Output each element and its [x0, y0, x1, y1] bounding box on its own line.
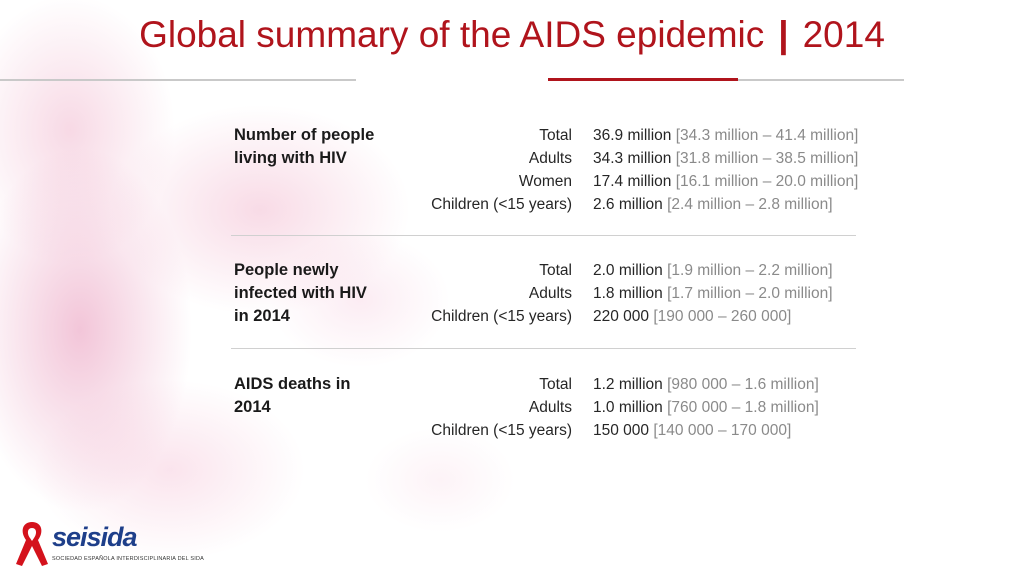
row-value: 150 000 [140 000 – 170 000]	[593, 419, 791, 442]
value-range: [1.9 million – 2.2 million]	[667, 262, 833, 279]
section-newly-infected: People newly infected with HIV in 2014 T…	[234, 259, 874, 339]
value-range: [16.1 million – 20.0 million]	[675, 173, 859, 190]
row-label: Children (<15 years)	[431, 196, 572, 213]
watercolor-background	[0, 0, 520, 576]
section-divider	[231, 348, 856, 349]
value-number: 17.4 million	[593, 173, 672, 190]
value-number: 1.8 million	[593, 285, 663, 302]
logo-name: seisida	[52, 522, 138, 552]
section-divider	[231, 235, 856, 236]
section-aids-deaths: AIDS deaths in 2014 Total 1.2 million [9…	[234, 373, 874, 453]
value-range: [31.8 million – 38.5 million]	[675, 150, 859, 167]
row-value: 1.0 million [760 000 – 1.8 million]	[593, 396, 819, 419]
row-value: 1.8 million [1.7 million – 2.0 million]	[593, 282, 833, 305]
row-value: 1.2 million [980 000 – 1.6 million]	[593, 373, 819, 396]
value-range: [1.7 million – 2.0 million]	[667, 285, 833, 302]
row-label: Total	[539, 127, 572, 144]
title-rule-right	[738, 79, 904, 81]
row-label: Total	[539, 262, 572, 279]
red-ribbon-icon	[16, 522, 48, 566]
value-range: [760 000 – 1.8 million]	[667, 399, 819, 416]
row-value: 34.3 million [31.8 million – 38.5 millio…	[593, 147, 858, 170]
row-label: Adults	[528, 150, 572, 167]
value-number: 36.9 million	[593, 127, 672, 144]
logo-subtitle: SOCIEDAD ESPAÑOLA INTERDISCIPLINARIA DEL…	[52, 556, 205, 562]
value-number: 150 000	[593, 422, 650, 439]
section-heading: People newly infected with HIV in 2014	[234, 261, 367, 325]
value-number: 1.0 million	[593, 399, 663, 416]
row-label: Children (<15 years)	[431, 308, 572, 325]
value-range: [2.4 million – 2.8 million]	[667, 196, 833, 213]
title-text: Global summary of the AIDS epidemic	[139, 14, 765, 55]
row-value: 17.4 million [16.1 million – 20.0 millio…	[593, 170, 858, 193]
section-heading: AIDS deaths in 2014	[234, 375, 351, 416]
row-value: 2.6 million [2.4 million – 2.8 million]	[593, 193, 833, 216]
row-value: 2.0 million [1.9 million – 2.2 million]	[593, 259, 833, 282]
value-number: 2.0 million	[593, 262, 663, 279]
seisida-logo: seisida SOCIEDAD ESPAÑOLA INTERDISCIPLIN…	[12, 516, 204, 570]
row-label: Children (<15 years)	[431, 422, 572, 439]
row-label: Total	[539, 376, 572, 393]
row-label: Adults	[528, 285, 572, 302]
title-separator: |	[778, 14, 789, 55]
slide-title: Global summary of the AIDS epidemic | 2014	[0, 14, 1024, 56]
row-label: Women	[518, 173, 572, 190]
section-living-with-hiv: Number of people living with HIV Total 3…	[234, 124, 874, 224]
row-value: 36.9 million [34.3 million – 41.4 millio…	[593, 124, 858, 147]
value-number: 34.3 million	[593, 150, 672, 167]
value-range: [980 000 – 1.6 million]	[667, 376, 819, 393]
title-rule-accent	[548, 78, 738, 81]
section-heading: Number of people living with HIV	[234, 126, 375, 167]
row-value: 220 000 [190 000 – 260 000]	[593, 305, 791, 328]
value-range: [190 000 – 260 000]	[653, 308, 792, 325]
title-rule-left	[0, 79, 356, 81]
row-label: Adults	[528, 399, 572, 416]
value-range: [34.3 million – 41.4 million]	[675, 127, 859, 144]
value-number: 1.2 million	[593, 376, 663, 393]
value-number: 220 000	[593, 308, 650, 325]
title-year: 2014	[802, 14, 885, 55]
value-range: [140 000 – 170 000]	[653, 422, 792, 439]
value-number: 2.6 million	[593, 196, 663, 213]
